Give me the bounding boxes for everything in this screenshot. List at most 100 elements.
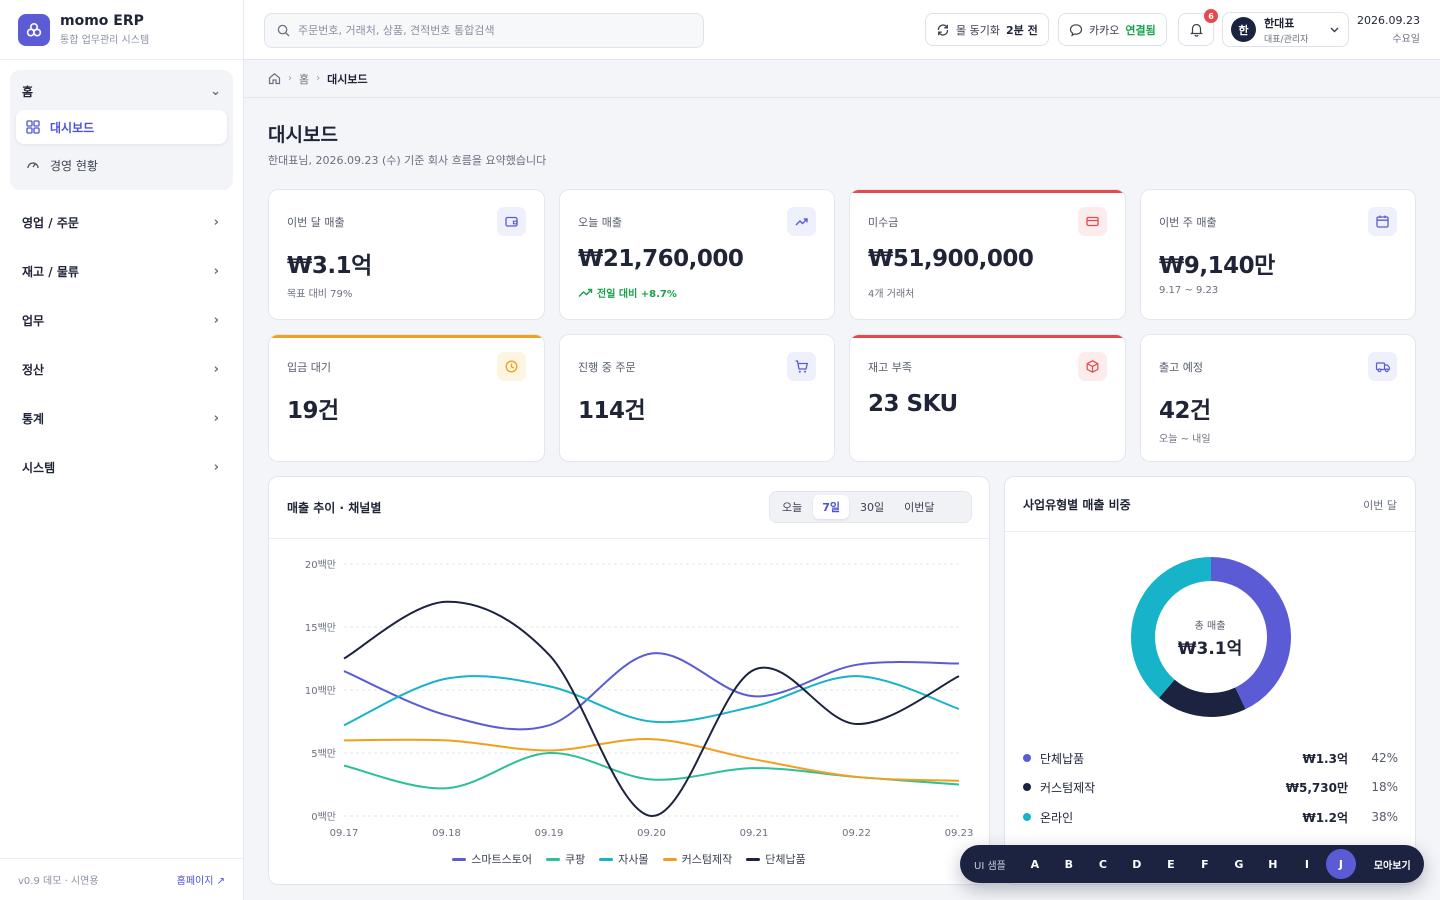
sidebar-item-label: 영업 / 주문 [22, 216, 79, 230]
x-tick-label: 09.19 [535, 828, 564, 839]
ui-sample-label: UI 샘플 [974, 860, 1006, 872]
chevron-down-icon [1330, 27, 1339, 33]
breadcrumb-home[interactable]: 홈 [299, 72, 310, 86]
legend-item[interactable]: 쿠팡 [546, 851, 585, 867]
card-icon [1078, 207, 1107, 236]
search-input[interactable] [298, 24, 678, 37]
ui-sample-option[interactable]: B [1064, 857, 1074, 871]
panel-divider [269, 538, 989, 539]
ui-sample-option[interactable]: H [1268, 857, 1278, 871]
y-tick-label: 10백만 [305, 685, 336, 697]
kpi-card-scheduled-shipments[interactable]: 출고 예정 42건 오늘 ~ 내일 [1140, 334, 1416, 462]
kpi-subtext: 9.17 ~ 9.23 [1159, 285, 1219, 296]
mall-sync-button[interactable]: 몰 동기화 2분 전 [925, 13, 1049, 46]
sidebar-item-management-status[interactable]: 경영 현황 [16, 148, 227, 182]
chevron-right-icon: › [213, 460, 219, 475]
kpi-value: ₩9,140만 [1159, 253, 1275, 279]
biz-percent: 18% [1371, 780, 1398, 794]
sidebar-item-statistics[interactable]: 통계 › [10, 394, 233, 443]
ui-sample-option[interactable]: F [1201, 857, 1209, 871]
kpi-card-weekly-sales[interactable]: 이번 주 매출 ₩9,140만 9.17 ~ 9.23 [1140, 189, 1416, 320]
truck-icon [1368, 352, 1397, 381]
sidebar-item-label: 정산 [22, 363, 45, 377]
kpi-card-today-sales[interactable]: 오늘 매출 ₩21,760,000 전일 대비 +8.7% [559, 189, 835, 320]
home-icon[interactable] [268, 72, 281, 85]
breadcrumb-separator: › [316, 73, 321, 84]
period-label[interactable]: 이번 달 [1363, 499, 1397, 512]
kpi-card-orders-in-progress[interactable]: 진행 중 주문 114건 [559, 334, 835, 462]
kpi-card-low-stock[interactable]: 재고 부족 23 SKU [849, 334, 1126, 462]
sidebar-item-label: 대시보드 [50, 120, 95, 135]
tab-30days[interactable]: 30일 [860, 501, 885, 514]
biz-amount: ₩1.3억 [1302, 751, 1348, 766]
donut-center-value: ₩3.1억 [1177, 639, 1243, 659]
tab-7days[interactable]: 7일 [813, 495, 850, 519]
sidebar-item-inventory-logistics[interactable]: 재고 / 물류 › [10, 247, 233, 296]
biz-amount: ₩1.2억 [1302, 810, 1348, 825]
donut-slice [1131, 557, 1291, 717]
trend-up-icon [578, 288, 593, 297]
kpi-card-pending-payment[interactable]: 입금 대기 19건 [268, 334, 545, 462]
brand-subtitle: 통합 업무관리 시스템 [60, 35, 150, 46]
panel-divider [1005, 531, 1415, 532]
list-item: 온라인 ₩1.2억 38% [1023, 807, 1398, 827]
ui-sample-option[interactable]: J [1325, 849, 1356, 879]
sidebar-item-settlement[interactable]: 정산 › [10, 345, 233, 394]
sidebar-item-label: 재고 / 물류 [22, 265, 79, 279]
alert-topline [850, 335, 1125, 338]
legend-label: 단체납품 [765, 853, 806, 866]
current-date: 2026.09.23 [1357, 14, 1420, 27]
legend-item[interactable]: 스마트스토어 [452, 851, 532, 867]
sidebar-item-sales-orders[interactable]: 영업 / 주문 › [10, 198, 233, 247]
kpi-label: 출고 예정 [1159, 361, 1203, 374]
tab-this-month[interactable]: 이번달 [904, 501, 935, 514]
sidebar-item-tasks[interactable]: 업무 › [10, 296, 233, 345]
business-type-donut-chart [1131, 557, 1291, 717]
x-tick-label: 09.23 [945, 828, 974, 839]
legend-label: 자사몰 [618, 853, 649, 866]
view-all-button[interactable]: 모아보기 [1373, 860, 1411, 872]
kpi-label: 오늘 매출 [578, 216, 622, 229]
user-name: 한대표 [1264, 16, 1295, 30]
page-title: 대시보드 [268, 124, 338, 146]
tab-today[interactable]: 오늘 [782, 501, 803, 514]
clock-icon [497, 352, 526, 381]
kpi-card-receivables[interactable]: 미수금 ₩51,900,000 4개 거래처 [849, 189, 1126, 320]
sidebar: momo ERP 통합 업무관리 시스템 홈 ⌄ 대시보드 경영 현황 영업 /… [0, 0, 244, 900]
sidebar-item-dashboard[interactable]: 대시보드 [16, 110, 227, 144]
kpi-card-monthly-sales[interactable]: 이번 달 매출 ₩3.1억 목표 대비 79% [268, 189, 545, 320]
ui-sample-option[interactable]: G [1234, 857, 1244, 871]
user-menu[interactable]: 한 한대표 대표/관리자 [1222, 12, 1349, 47]
list-item: 커스텀제작 ₩5,730만 18% [1023, 777, 1398, 797]
business-type-panel: 사업유형별 매출 비중 이번 달 총 매출 ₩3.1억 단체납품 ₩1.3억 4… [1004, 476, 1416, 885]
legend-item[interactable]: 커스텀제작 [662, 851, 732, 867]
kakao-label: 카카오 [1089, 23, 1120, 37]
legend-item[interactable]: 단체납품 [746, 851, 806, 867]
nav-group-home: 홈 ⌄ 대시보드 경영 현황 [10, 70, 233, 190]
breadcrumb-separator: › [288, 73, 292, 84]
brand[interactable]: momo ERP 통합 업무관리 시스템 [0, 0, 243, 60]
donut-center-label: 총 매출 [1194, 621, 1226, 632]
sidebar-footer: v0.9 데모 · 시연용 홈페이지 ↗ [0, 858, 243, 900]
ui-sample-option[interactable]: E [1167, 857, 1175, 871]
kakao-status-button[interactable]: 카카오 연결됨 [1058, 13, 1167, 46]
homepage-link[interactable]: 홈페이지 ↗ [176, 876, 225, 887]
kpi-value: 42건 [1159, 398, 1211, 424]
legend-item[interactable]: 자사몰 [599, 851, 649, 867]
chevron-down-icon: ⌄ [210, 83, 221, 99]
notifications-button[interactable]: 6 [1178, 9, 1218, 46]
ui-sample-options: A B C D E F G H I J [1020, 849, 1360, 879]
ui-sample-option[interactable]: D [1132, 857, 1142, 871]
ui-sample-option[interactable]: C [1098, 857, 1107, 871]
y-tick-label: 20백만 [305, 559, 336, 571]
chevron-right-icon: › [213, 215, 219, 230]
legend-label: 스마트스토어 [471, 853, 532, 866]
ui-sample-option[interactable]: A [1030, 857, 1040, 871]
kpi-change: 전일 대비 +8.7% [578, 285, 677, 300]
nav-group-home-header[interactable]: 홈 ⌄ [16, 76, 227, 106]
mall-sync-label: 몰 동기화 [956, 23, 1000, 37]
legend-dot [1023, 813, 1031, 821]
ui-sample-option[interactable]: I [1304, 857, 1309, 871]
sidebar-item-system[interactable]: 시스템 › [10, 443, 233, 492]
series-line [343, 738, 960, 782]
